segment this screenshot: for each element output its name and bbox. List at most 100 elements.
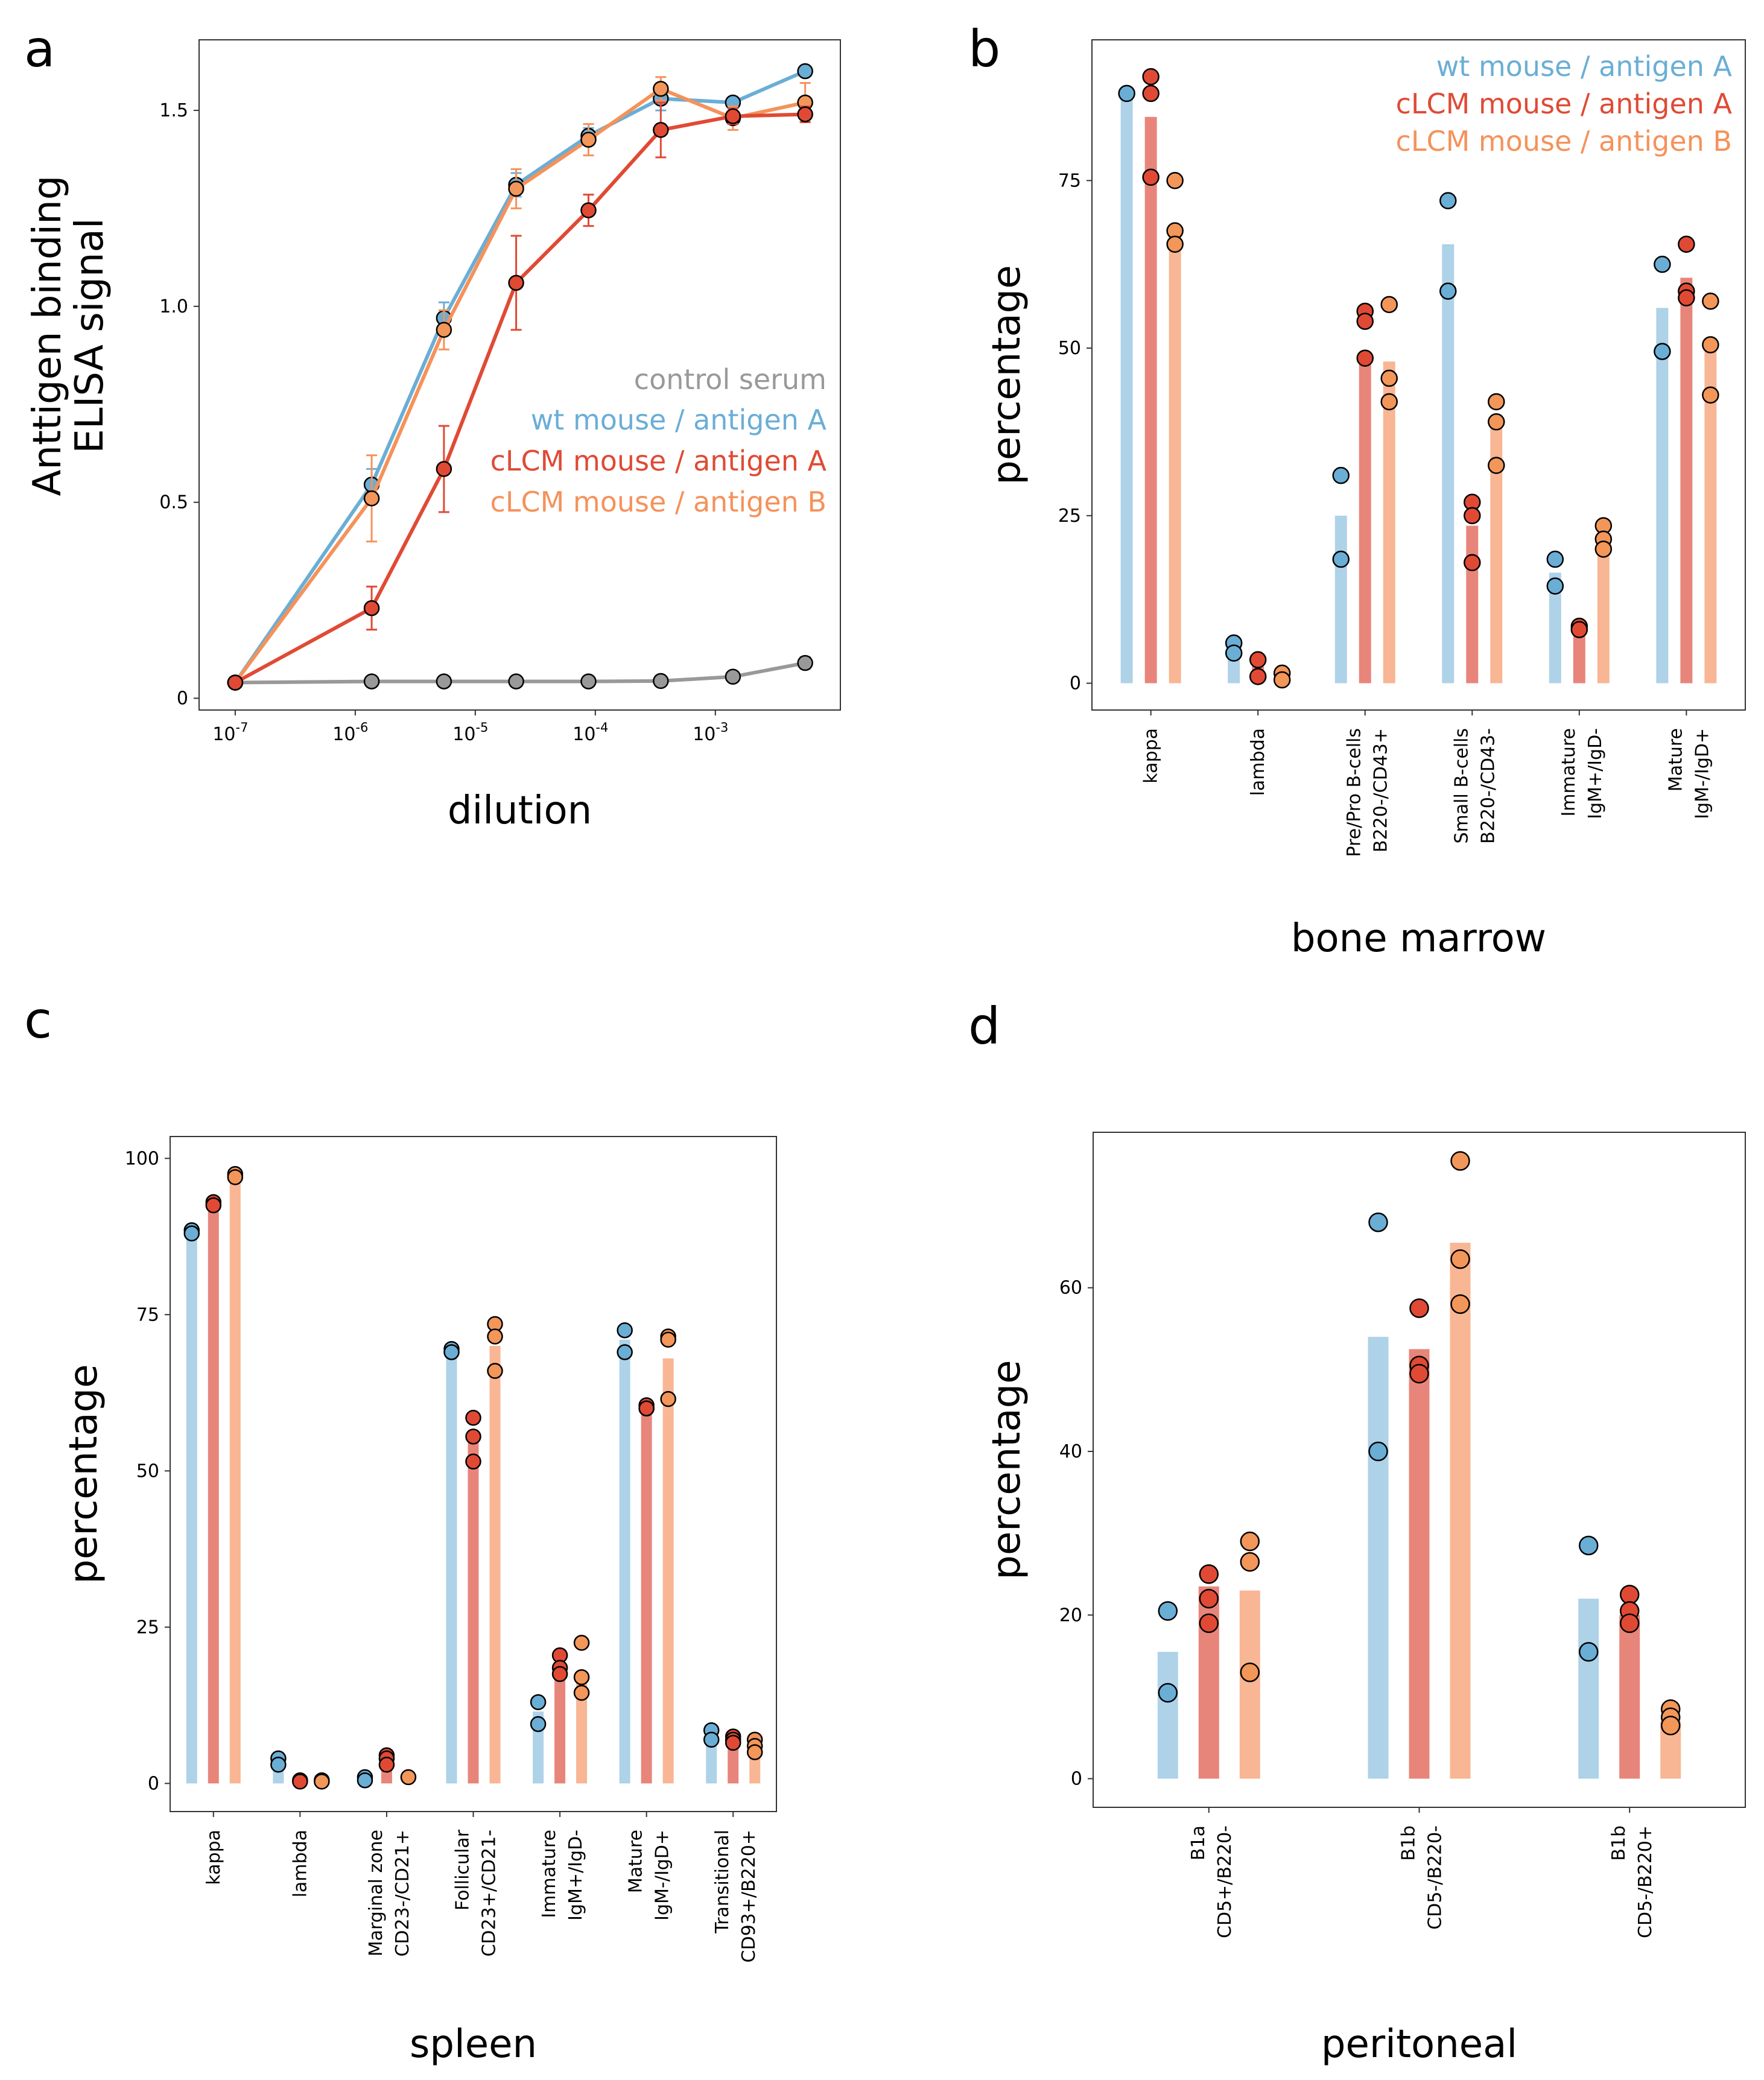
data-point-ctrl-2 [436,673,452,690]
data-point-cA-0 [227,674,244,691]
legend-entry-b-cB: cLCM mouse / antigen B [1396,125,1732,157]
panel-a-letter: a [24,19,55,78]
bar-d-wt-1 [1368,1337,1389,1779]
point-b-wt-4-1 [1546,577,1564,595]
bar-b-cB-4 [1597,539,1610,683]
bar-c-cA-5 [641,1408,652,1784]
legend-entry-cB: cLCM mouse / antigen B [490,486,826,518]
point-c-cB-4-0 [573,1635,590,1651]
legend-entry-cA: cLCM mouse / antigen A [490,445,827,477]
point-c-wt-1-1 [270,1757,287,1773]
panel-c-letter: c [24,991,52,1050]
bar-d-wt-0 [1157,1652,1178,1779]
x-axis-title-c: spleen [410,2022,537,2067]
point-b-cB-3-2 [1488,457,1505,474]
bar-b-cA-2 [1359,358,1371,683]
point-d-cB-0-1 [1240,1552,1260,1572]
series-line-ctrl [235,661,806,685]
category-label-c-4: Immature IgM+/IgD- [539,1830,586,1921]
point-c-wt-5-0 [617,1322,633,1339]
point-d-wt-0-0 [1158,1601,1178,1621]
point-c-wt-5-1 [617,1344,633,1360]
bar-c-wt-0 [186,1233,197,1784]
point-c-cB-0-1 [227,1169,244,1185]
category-label-b-3: Small B-cells B220-/CD43- [1451,728,1499,844]
point-b-cB-5-0 [1702,293,1719,310]
point-c-cA-0-1 [205,1197,222,1214]
y-tick-label-c-1: 25 [136,1617,159,1638]
point-b-cA-3-2 [1464,554,1481,571]
point-b-wt-0-0 [1118,84,1135,103]
x-axis-title-d: peritoneal [1321,2022,1517,2067]
bar-b-cB-0 [1169,234,1181,683]
bar-c-cB-5 [662,1358,674,1784]
bar-b-wt-3 [1442,244,1455,683]
panel-d-letter: d [968,997,1000,1056]
category-label-b-1: lambda [1248,728,1269,796]
y-tick-label-a-1: 0.5 [159,492,188,513]
bar-b-wt-4 [1549,572,1561,683]
point-c-cA-6-2 [725,1734,741,1751]
point-c-wt-3-1 [443,1344,460,1360]
data-point-ctrl-3 [508,673,524,690]
bar-b-cA-3 [1466,525,1479,683]
point-c-cA-2-2 [378,1757,395,1773]
point-d-cA-0-2 [1199,1613,1219,1634]
point-c-cA-3-1 [465,1428,481,1445]
bar-b-cA-4 [1573,626,1585,683]
point-c-cA-4-2 [551,1666,568,1682]
point-d-wt-1-0 [1368,1212,1388,1232]
category-label-b-2: Pre/Pro B-cells B220-/CD43+ [1344,728,1392,857]
bar-c-cA-4 [554,1664,566,1784]
data-point-ctrl-5 [653,673,669,690]
category-label-c-0: kappa [203,1830,224,1885]
x-tick-label-a-1: 10-6 [332,720,368,745]
point-c-cB-3-1 [487,1328,503,1345]
point-d-wt-2-1 [1578,1642,1599,1662]
point-b-cA-1-1 [1249,668,1267,685]
category-label-c-1: lambda [290,1830,311,1897]
point-b-wt-4-0 [1546,550,1564,568]
data-point-cB-5 [653,80,669,97]
point-b-cA-5-2 [1678,289,1695,306]
data-point-cB-4 [580,132,597,148]
point-b-cB-0-2 [1166,235,1184,253]
x-axis-title-a: dilution [448,788,592,833]
y-axis-title-b: percentage [985,265,1029,484]
bar-b-wt-0 [1120,97,1133,683]
bar-c-cA-0 [208,1205,219,1784]
data-point-wt-7 [797,63,813,80]
data-point-ctrl-1 [363,673,380,690]
legend-entry-b-cA: cLCM mouse / antigen A [1396,87,1733,120]
x-axis-title-b: bone marrow [1291,916,1546,961]
point-c-wt-2-1 [357,1772,373,1789]
point-d-cA-2-2 [1619,1613,1640,1634]
bar-c-cA-3 [468,1439,479,1784]
point-d-wt-1-1 [1368,1441,1388,1462]
bar-b-cB-5 [1704,341,1717,683]
data-point-ctrl-4 [580,673,597,690]
bar-d-wt-2 [1578,1599,1599,1779]
point-d-cA-2-0 [1619,1585,1640,1605]
panel-b-letter: b [968,19,1000,78]
point-b-cB-4-2 [1594,541,1613,558]
bar-b-cB-3 [1490,428,1503,683]
y-tick-label-b-0: 0 [1070,673,1081,694]
bar-d-cB-0 [1239,1590,1260,1779]
point-b-cA-0-0 [1142,68,1160,86]
series-line-wt [233,69,806,684]
point-b-wt-5-0 [1654,255,1671,273]
y-tick-label-b-3: 75 [1058,170,1081,191]
category-label-c-5: Mature IgM-/IgD+ [626,1830,673,1921]
category-label-d-2: B1b CD5-/B220+ [1608,1825,1656,1938]
y-tick-label-c-4: 100 [125,1148,159,1169]
bar-c-wt-3 [446,1352,457,1784]
y-tick-label-c-2: 50 [136,1460,159,1482]
y-tick-label-a-0: 0 [177,688,188,709]
point-c-wt-0-1 [183,1225,200,1241]
point-b-cA-2-2 [1356,349,1374,367]
legend-entry-ctrl: control serum [634,363,826,396]
point-d-cB-1-1 [1450,1249,1470,1269]
point-c-cA-5-2 [638,1400,655,1416]
point-c-cA-3-2 [465,1453,481,1470]
